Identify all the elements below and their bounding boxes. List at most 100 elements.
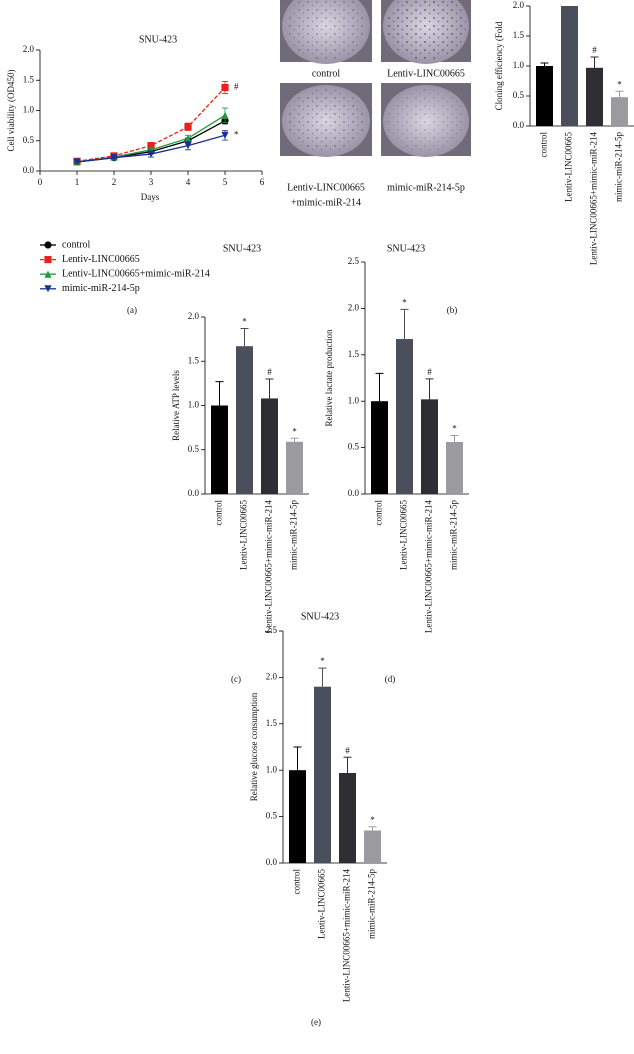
photo-caption: Lentiv-LINC00665: [387, 68, 465, 79]
x-tick-label: Lentiv-LINC00665+mimic-miR-214: [424, 500, 434, 634]
y-tick-label: 0.5: [23, 135, 35, 145]
y-tick-label: 0.0: [348, 488, 360, 498]
y-tick-label: 0.5: [513, 90, 525, 100]
x-tick-label: Lentiv-LINC00665+mimic-miR-214: [589, 132, 599, 266]
x-tick-label: 3: [149, 177, 154, 187]
x-tick-label: 1: [75, 177, 80, 187]
y-tick-label: 1.5: [23, 74, 35, 84]
error-bar: [540, 62, 549, 66]
annotation: *: [617, 79, 622, 89]
annotation: #: [592, 45, 597, 55]
legend-marker: [44, 256, 52, 264]
x-tick-label: 5: [223, 177, 228, 187]
y-tick-label: 1.0: [266, 764, 278, 774]
y-tick-label: 1.5: [188, 355, 200, 365]
y-tick-label: 1.0: [188, 400, 200, 410]
error-bar: [318, 667, 327, 687]
y-tick-label: 0.0: [266, 857, 278, 867]
marker: [184, 134, 192, 142]
x-tick-label: 0: [38, 177, 43, 187]
marker: [184, 123, 192, 131]
y-tick-label: 2.5: [348, 256, 360, 266]
y-axis-label: Cloning efficiency (Fold: [494, 21, 504, 110]
marker: [73, 158, 81, 166]
y-tick-label: 1.5: [266, 718, 278, 728]
x-axis-label: Days: [141, 192, 160, 202]
x-tick-label: control: [214, 500, 224, 526]
chart-title: SNU-423: [387, 243, 425, 254]
y-tick-label: 0.0: [513, 120, 525, 130]
annotation: #: [267, 367, 272, 377]
y-axis-label: Cell viability (OD450): [6, 70, 16, 152]
annotation: *: [370, 815, 375, 825]
error-bar: [265, 378, 274, 399]
error-bar: [290, 437, 299, 442]
bar: [289, 770, 306, 863]
bar: [314, 686, 331, 863]
bar: [396, 339, 413, 494]
x-tick-label: control: [374, 500, 384, 526]
y-tick-label: 2.0: [188, 311, 200, 321]
photo-caption: +mimic-miR-214: [291, 197, 361, 208]
y-tick-label: 0.5: [266, 811, 278, 821]
legend-marker: [44, 241, 52, 249]
colony-photos: [280, 0, 471, 157]
y-tick-label: 0.5: [188, 444, 200, 454]
y-tick-label: 1.5: [348, 349, 360, 359]
x-tick-label: control: [539, 132, 549, 158]
bar: [421, 399, 438, 494]
y-tick-label: 2.5: [266, 625, 278, 635]
error-bar: [343, 756, 352, 773]
y-axis-label: Relative glucose consumption: [249, 692, 259, 801]
bar: [446, 442, 463, 494]
marker: [147, 150, 155, 158]
x-tick-label: mimic-miR-214-5p: [614, 132, 624, 202]
panel-label: (c): [231, 674, 241, 684]
bar: [236, 346, 253, 494]
colonies: [386, 89, 466, 153]
marker: [221, 111, 229, 119]
marker: [110, 154, 118, 162]
x-tick-label: Lentiv-LINC00665+mimic-miR-214: [264, 500, 274, 634]
x-tick-label: Lentiv-LINC00665: [239, 500, 249, 570]
photo-caption: mimic-miR-214-5p: [387, 182, 465, 193]
legend-label: Lentiv-LINC00665+mimic-miR-214: [62, 268, 210, 279]
y-tick-label: 2.0: [23, 44, 35, 54]
x-tick-label: 6: [260, 177, 265, 187]
x-tick-label: mimic-miR-214-5p: [289, 500, 299, 570]
annotation: #: [427, 367, 432, 377]
chart-title: SNU-423: [301, 611, 339, 622]
bar: [611, 97, 628, 126]
annotation: *: [292, 426, 297, 436]
error-bar: [450, 435, 459, 443]
annotation: #: [234, 82, 239, 92]
legend-marker: [44, 285, 52, 293]
bar: [261, 398, 278, 494]
annotation: *: [452, 424, 457, 434]
photo-caption: Lentiv-LINC00665: [287, 182, 365, 193]
panel-label: (a): [127, 305, 137, 315]
bar: [211, 405, 228, 494]
bar: [339, 772, 356, 863]
x-tick-label: 2: [112, 177, 117, 187]
annotation: *: [242, 317, 247, 327]
chart-title: SNU-423: [223, 243, 261, 254]
bar: [561, 6, 578, 126]
annotation: *: [320, 656, 325, 666]
x-tick-label: control: [292, 869, 302, 895]
x-tick-label: Lentiv-LINC00665: [317, 869, 327, 939]
y-tick-label: 2.0: [513, 0, 525, 10]
legend-label: Lentiv-LINC00665: [62, 254, 140, 265]
annotation: *: [234, 129, 239, 139]
error-bar: [293, 746, 302, 771]
y-tick-label: 0.5: [348, 442, 360, 452]
photo-caption: control: [312, 68, 341, 79]
error-bar: [368, 826, 377, 831]
annotation: #: [345, 745, 350, 755]
y-tick-label: 1.0: [348, 395, 360, 405]
marker: [221, 83, 229, 92]
y-tick-label: 0.0: [188, 488, 200, 498]
panel-label: (d): [385, 674, 396, 684]
x-tick-label: mimic-miR-214-5p: [449, 500, 459, 570]
